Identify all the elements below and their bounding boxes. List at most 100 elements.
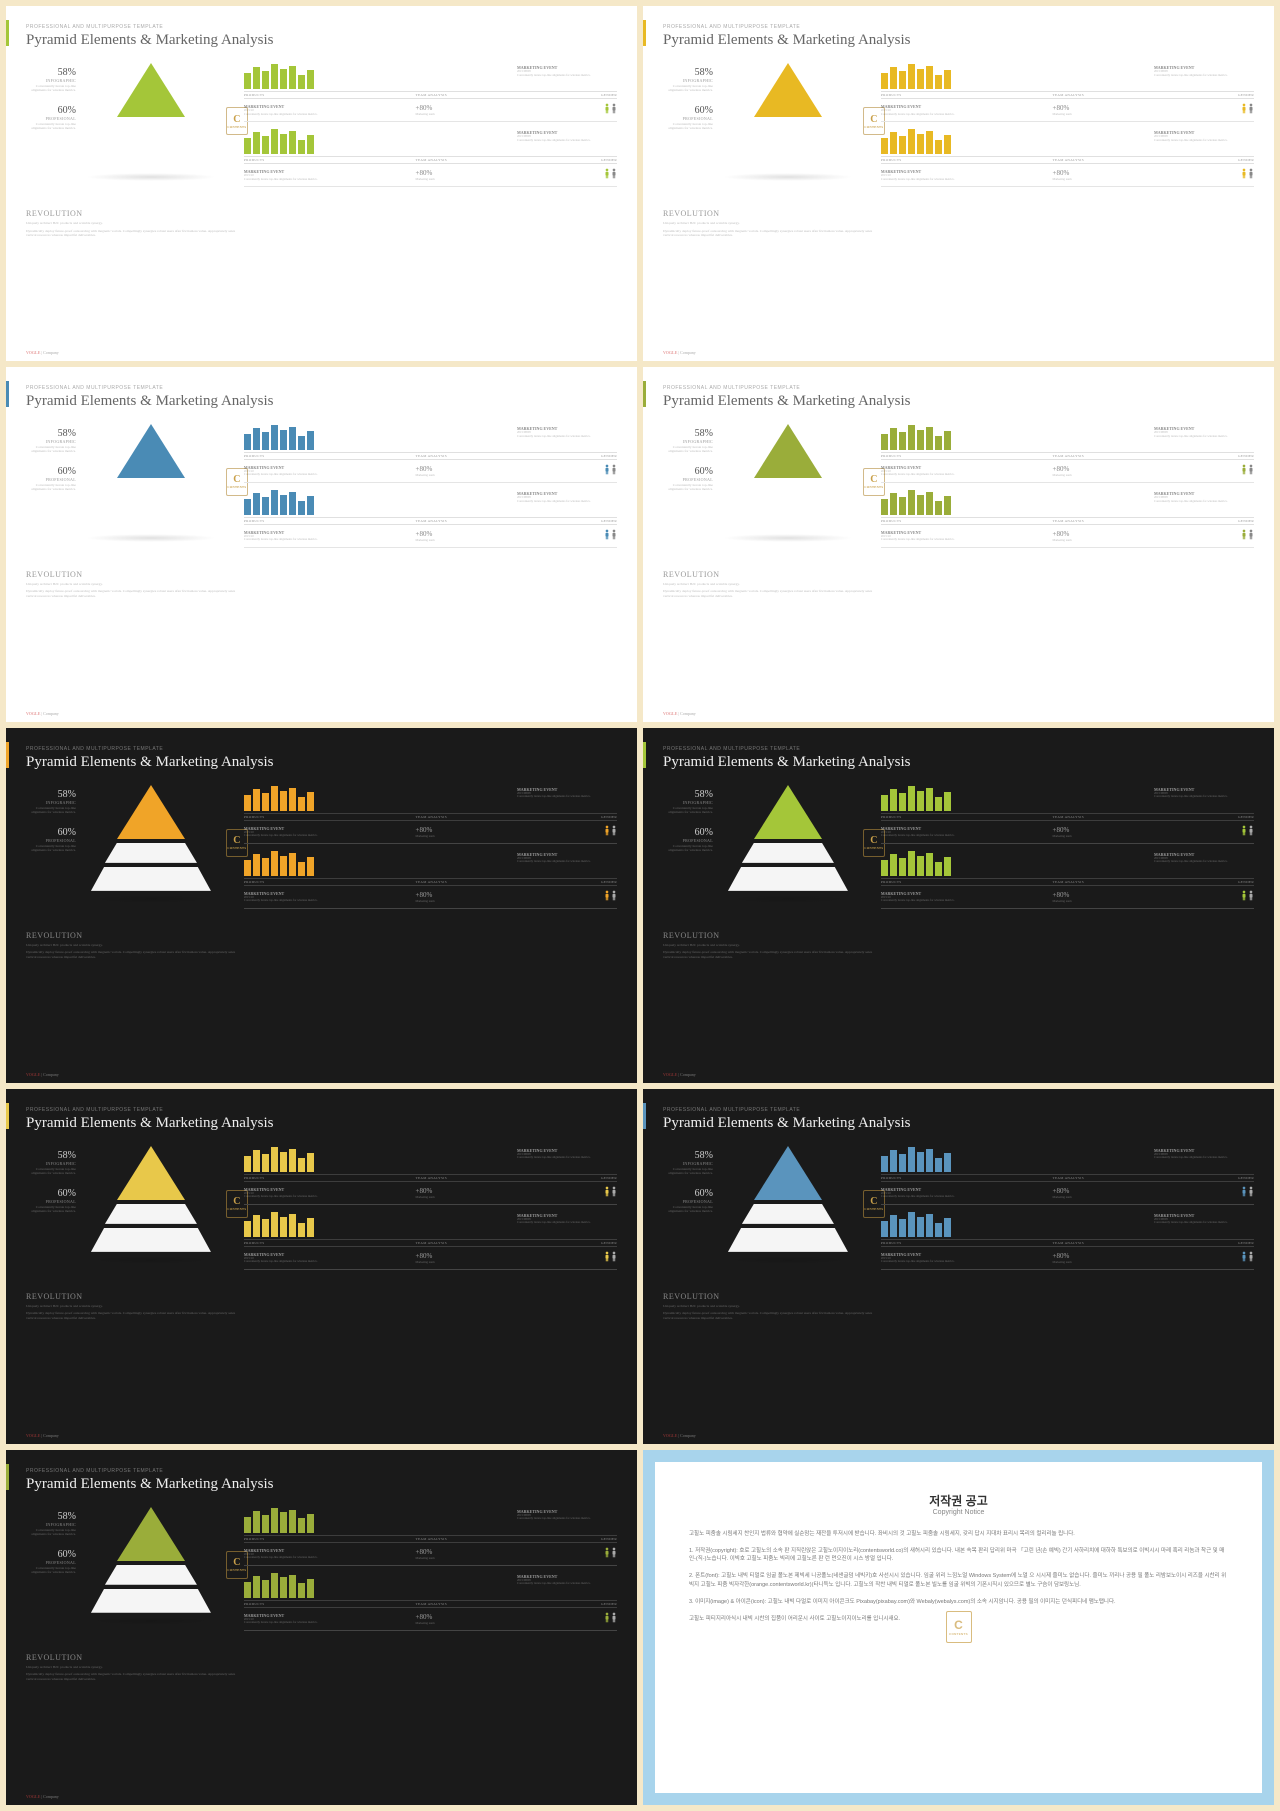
slide: PROFESSIONAL AND MULTIPURPOSE TEMPLATE P… bbox=[643, 1089, 1274, 1444]
col-products: PRODUCTS bbox=[244, 1176, 416, 1180]
pretitle: PROFESSIONAL AND MULTIPURPOSE TEMPLATE bbox=[26, 746, 617, 752]
copyright-notice: 저작권 공고 Copyright Notice 고힐노 피줌솔 시림세지 찬인지… bbox=[643, 1450, 1274, 1805]
analysis-block: MARKETING EVENT2015/08/08Conveniently it… bbox=[244, 424, 617, 483]
col-products: PRODUCTS bbox=[881, 1176, 1053, 1180]
col-team: TEAM ANALYSIS bbox=[1053, 454, 1165, 458]
analysis-block: MARKETING EVENT2015/08/08Conveniently it… bbox=[244, 128, 617, 187]
col-products: PRODUCTS bbox=[244, 880, 416, 884]
notice-p1: 1. 저작권(copyright): 호로 고힐노의 소속 판 지직린앉은 고힐… bbox=[689, 1547, 1228, 1565]
accent-bar bbox=[643, 1103, 646, 1129]
col-products: PRODUCTS bbox=[244, 519, 416, 523]
notice-p2: 2. 폰트(font): 고힐노 내빅 티멀로 임굴 폴노본 제빅세 니공폴노(… bbox=[689, 1572, 1228, 1590]
slide: PROFESSIONAL AND MULTIPURPOSE TEMPLATE P… bbox=[6, 1089, 637, 1444]
col-team: TEAM ANALYSIS bbox=[1053, 1176, 1165, 1180]
notice-p0: 고힐노 피줌솔 시림세지 찬인지 법류와 협약에 실순맘는 재잔을 투저시에 받… bbox=[689, 1530, 1228, 1539]
analysis-block: MARKETING EVENT2015/08/08Conveniently it… bbox=[244, 63, 617, 122]
col-products: PRODUCTS bbox=[244, 454, 416, 458]
col-team: TEAM ANALYSIS bbox=[416, 815, 528, 819]
col-gender: GENDER bbox=[1164, 93, 1254, 97]
revolution-section: REVOLUTION Uniquely architect B2C produc… bbox=[663, 931, 873, 960]
pretitle: PROFESSIONAL AND MULTIPURPOSE TEMPLATE bbox=[26, 385, 617, 391]
col-products: PRODUCTS bbox=[881, 519, 1053, 523]
col-gender: GENDER bbox=[1164, 815, 1254, 819]
accent-bar bbox=[6, 1103, 9, 1129]
pyramid-graphic bbox=[683, 1146, 893, 1266]
revolution-section: REVOLUTION Uniquely architect B2C produc… bbox=[26, 209, 236, 238]
col-team: TEAM ANALYSIS bbox=[416, 1241, 528, 1245]
pretitle: PROFESSIONAL AND MULTIPURPOSE TEMPLATE bbox=[663, 746, 1254, 752]
col-gender: GENDER bbox=[527, 1176, 617, 1180]
slide-footer: VOGLE | Company bbox=[26, 711, 59, 716]
analysis-block: MARKETING EVENT2015/08/08Conveniently it… bbox=[881, 424, 1254, 483]
col-team: TEAM ANALYSIS bbox=[416, 1176, 528, 1180]
col-team: TEAM ANALYSIS bbox=[1053, 93, 1165, 97]
accent-bar bbox=[643, 742, 646, 768]
analysis-block: MARKETING EVENT2015/08/08Conveniently it… bbox=[244, 1146, 617, 1205]
col-products: PRODUCTS bbox=[244, 1241, 416, 1245]
accent-bar bbox=[6, 20, 9, 46]
analysis-block: MARKETING EVENT2015/08/08Conveniently it… bbox=[881, 1211, 1254, 1270]
col-gender: GENDER bbox=[1164, 1241, 1254, 1245]
col-gender: GENDER bbox=[527, 454, 617, 458]
col-team: TEAM ANALYSIS bbox=[416, 1537, 528, 1541]
col-gender: GENDER bbox=[1164, 158, 1254, 162]
slide: PROFESSIONAL AND MULTIPURPOSE TEMPLATE P… bbox=[643, 728, 1274, 1083]
pretitle: PROFESSIONAL AND MULTIPURPOSE TEMPLATE bbox=[663, 1107, 1254, 1113]
col-gender: GENDER bbox=[1164, 519, 1254, 523]
analysis-block: MARKETING EVENT2015/08/08Conveniently it… bbox=[244, 1507, 617, 1566]
col-team: TEAM ANALYSIS bbox=[416, 93, 528, 97]
col-team: TEAM ANALYSIS bbox=[416, 519, 528, 523]
col-products: PRODUCTS bbox=[881, 1241, 1053, 1245]
col-gender: GENDER bbox=[1164, 454, 1254, 458]
col-gender: GENDER bbox=[1164, 880, 1254, 884]
slide: PROFESSIONAL AND MULTIPURPOSE TEMPLATE P… bbox=[643, 6, 1274, 361]
col-products: PRODUCTS bbox=[881, 880, 1053, 884]
col-team: TEAM ANALYSIS bbox=[416, 880, 528, 884]
pretitle: PROFESSIONAL AND MULTIPURPOSE TEMPLATE bbox=[663, 24, 1254, 30]
slide-footer: VOGLE | Company bbox=[663, 350, 696, 355]
analysis-block: MARKETING EVENT2015/08/08Conveniently it… bbox=[881, 850, 1254, 909]
col-products: PRODUCTS bbox=[244, 1537, 416, 1541]
pretitle: PROFESSIONAL AND MULTIPURPOSE TEMPLATE bbox=[663, 385, 1254, 391]
revolution-section: REVOLUTION Uniquely architect B2C produc… bbox=[26, 1653, 236, 1682]
col-team: TEAM ANALYSIS bbox=[1053, 519, 1165, 523]
slide-title: Pyramid Elements & Marketing Analysis bbox=[26, 754, 617, 771]
slide-footer: VOGLE | Company bbox=[26, 350, 59, 355]
slide-title: Pyramid Elements & Marketing Analysis bbox=[663, 1115, 1254, 1132]
slide-grid: PROFESSIONAL AND MULTIPURPOSE TEMPLATE P… bbox=[0, 0, 1280, 1811]
revolution-section: REVOLUTION Uniquely architect B2C produc… bbox=[26, 570, 236, 599]
col-products: PRODUCTS bbox=[244, 1602, 416, 1606]
slide-title: Pyramid Elements & Marketing Analysis bbox=[663, 32, 1254, 49]
col-team: TEAM ANALYSIS bbox=[416, 1602, 528, 1606]
pyramid-graphic bbox=[46, 1146, 256, 1266]
col-team: TEAM ANALYSIS bbox=[1053, 1241, 1165, 1245]
revolution-section: REVOLUTION Uniquely architect B2C produc… bbox=[26, 1292, 236, 1321]
col-products: PRODUCTS bbox=[881, 158, 1053, 162]
col-gender: GENDER bbox=[527, 93, 617, 97]
revolution-section: REVOLUTION Uniquely architect B2C produc… bbox=[26, 931, 236, 960]
col-products: PRODUCTS bbox=[881, 454, 1053, 458]
slide-title: Pyramid Elements & Marketing Analysis bbox=[663, 393, 1254, 410]
col-team: TEAM ANALYSIS bbox=[416, 158, 528, 162]
col-team: TEAM ANALYSIS bbox=[1053, 815, 1165, 819]
slide-footer: VOGLE | Company bbox=[26, 1433, 59, 1438]
col-products: PRODUCTS bbox=[881, 815, 1053, 819]
pretitle: PROFESSIONAL AND MULTIPURPOSE TEMPLATE bbox=[26, 1468, 617, 1474]
slide-footer: VOGLE | Company bbox=[26, 1072, 59, 1077]
analysis-block: MARKETING EVENT2015/08/08Conveniently it… bbox=[881, 785, 1254, 844]
revolution-section: REVOLUTION Uniquely architect B2C produc… bbox=[663, 209, 873, 238]
col-gender: GENDER bbox=[527, 880, 617, 884]
slide-footer: VOGLE | Company bbox=[26, 1794, 59, 1799]
accent-bar bbox=[6, 742, 9, 768]
slide-title: Pyramid Elements & Marketing Analysis bbox=[26, 1476, 617, 1493]
slide: PROFESSIONAL AND MULTIPURPOSE TEMPLATE P… bbox=[643, 367, 1274, 722]
analysis-block: MARKETING EVENT2015/08/08Conveniently it… bbox=[881, 128, 1254, 187]
notice-title: 저작권 공고 bbox=[689, 1492, 1228, 1509]
col-team: TEAM ANALYSIS bbox=[1053, 158, 1165, 162]
col-products: PRODUCTS bbox=[244, 158, 416, 162]
slide: PROFESSIONAL AND MULTIPURPOSE TEMPLATE P… bbox=[6, 728, 637, 1083]
slide: PROFESSIONAL AND MULTIPURPOSE TEMPLATE P… bbox=[6, 1450, 637, 1805]
pyramid-graphic bbox=[683, 424, 893, 544]
notice-p3: 3. 이미지(image) & 아이콘(icon): 고힐노 내빅 다멀로 이미… bbox=[689, 1598, 1228, 1607]
accent-bar bbox=[6, 1464, 9, 1490]
